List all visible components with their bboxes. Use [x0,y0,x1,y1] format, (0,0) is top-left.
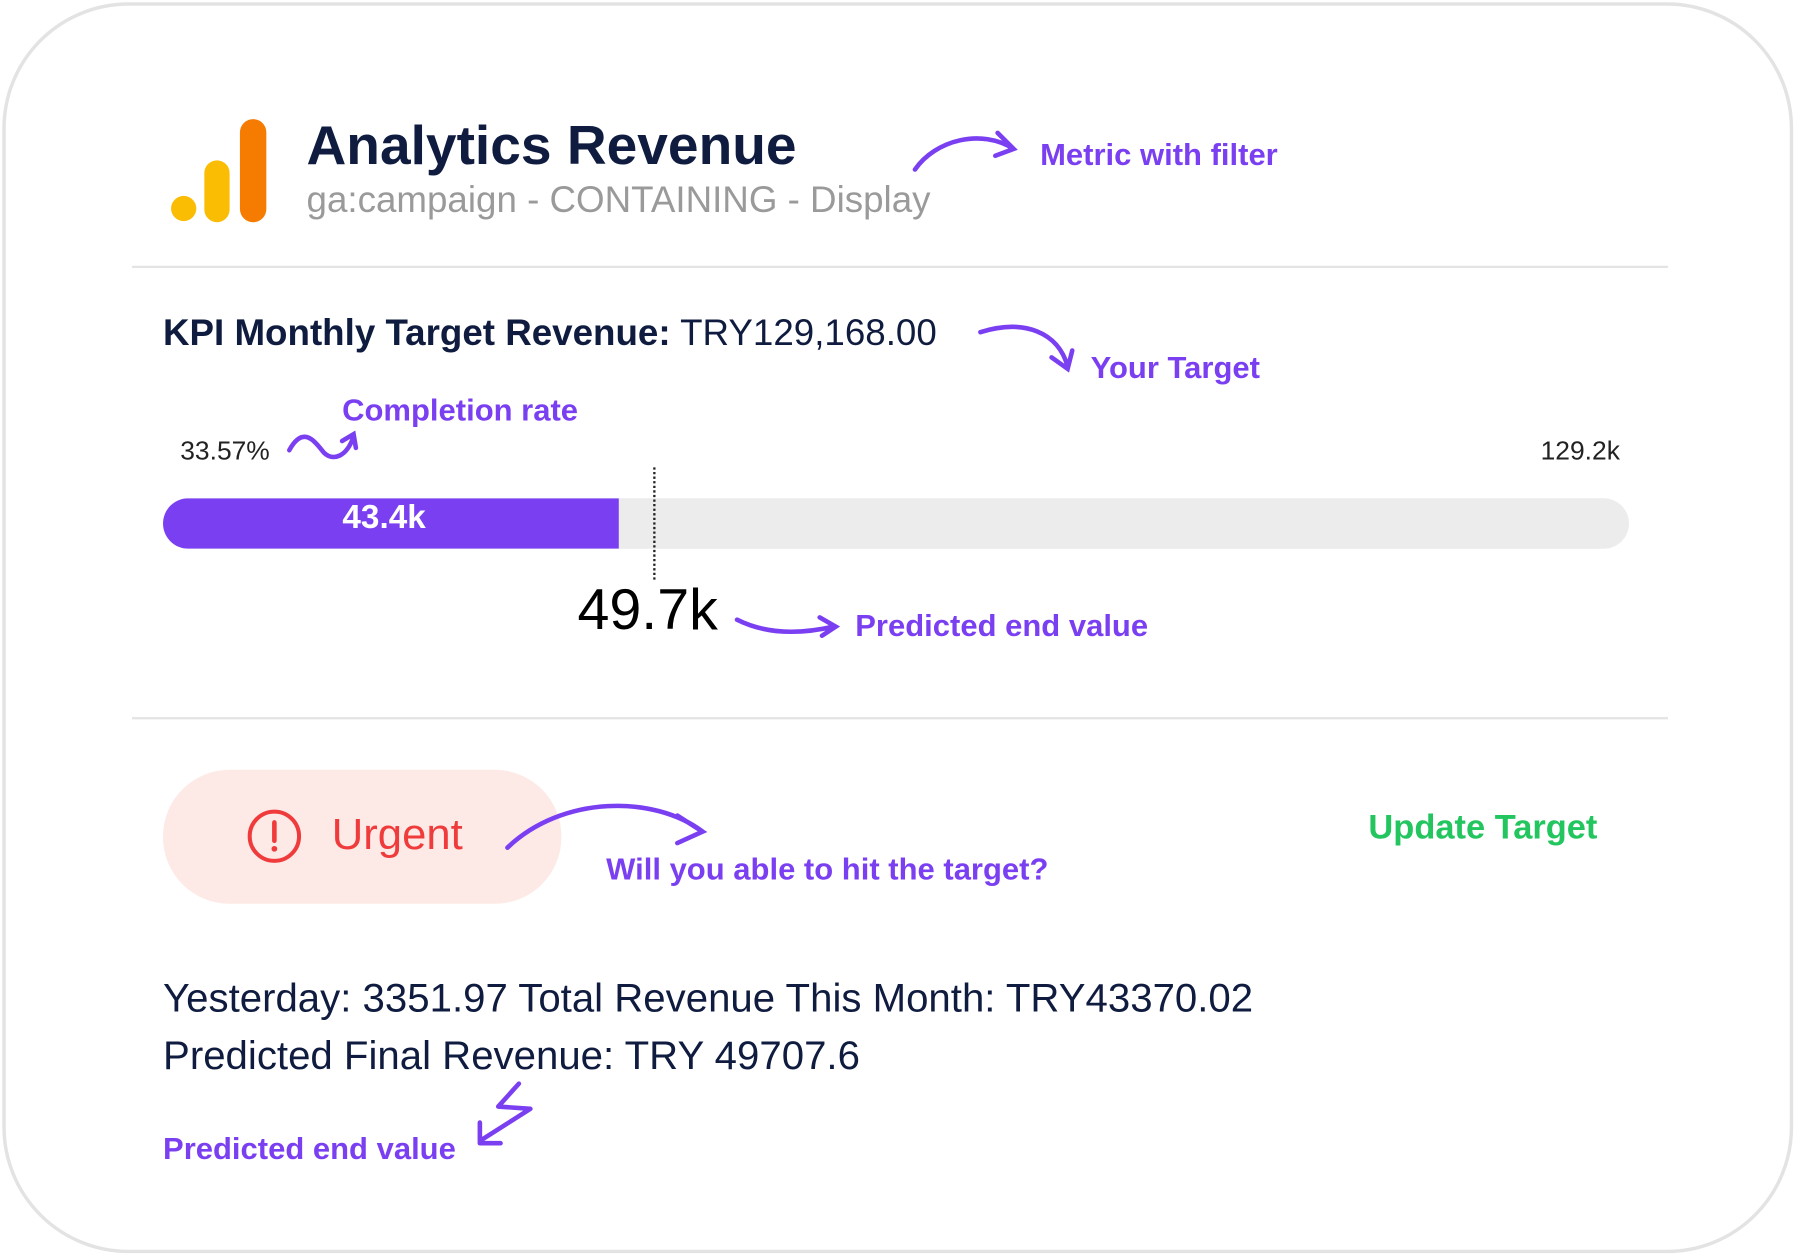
kpi-value: TRY129,168.00 [680,311,937,353]
kpi-label: KPI Monthly Target Revenue: [163,311,671,353]
metric-filter: ga:campaign - CONTAINING - Display [306,178,931,220]
status-badge [163,769,562,904]
stats-line-2: Predicted Final Revenue: TRY 49707.6 [163,1033,860,1078]
annotation-completion-rate: Completion rate [342,392,579,428]
annotation-predicted-end-2: Predicted end value [163,1131,456,1167]
curved-arrow-icon [978,324,1075,373]
update-target-button[interactable]: Update Target [1368,808,1598,847]
annotation-metric-with-filter: Metric with filter [1040,137,1278,172]
curved-arrow-icon [912,130,1018,172]
stats-line-1: Yesterday: 3351.97 Total Revenue This Mo… [163,975,1254,1021]
curved-arrow-icon [505,803,708,850]
current-value: 43.4k [342,499,426,537]
status-label: Urgent [331,811,463,860]
kpi-target: KPI Monthly Target Revenue: TRY129,168.0… [163,312,937,354]
arrow-right-icon [734,615,841,639]
target-short: 129.2k [1540,435,1620,466]
zigzag-arrow-icon [477,1081,533,1146]
page-title: Analytics Revenue [306,115,797,177]
predicted-marker [652,467,655,580]
divider [132,265,1669,269]
squiggle-arrow-icon [287,430,359,460]
annotation-predicted-end: Predicted end value [855,608,1149,643]
annotation-hit-target: Will you able to hit the target? [606,852,1049,887]
completion-rate: 33.57% [180,435,270,466]
alert-circle-icon [247,809,302,863]
annotation-your-target: Your Target [1090,350,1260,385]
analytics-logo-icon [171,119,267,223]
progress-bar: 43.4k [163,498,1630,549]
progress-fill [163,498,619,549]
divider [132,717,1669,720]
predicted-value: 49.7k [577,577,718,642]
